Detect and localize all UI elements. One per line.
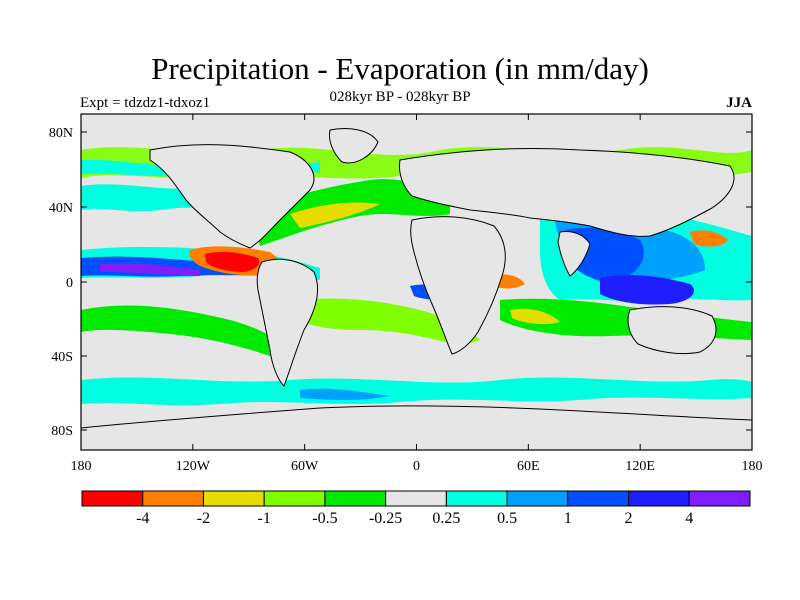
landmass-india [557,231,591,277]
colorbar-swatch [385,490,447,507]
landmass-north-america [149,144,315,249]
landmass-africa [410,216,506,355]
colorbar-swatch [202,490,265,507]
experiment-label: Expt = tdzdz1-tdxoz1 [80,95,211,111]
colorbar-label: 4 [685,510,693,527]
lat-tick-label: 0 [66,276,73,291]
longitude-axis: 180 120W 60W 0 60E 120E 180 [71,114,763,474]
colorbar-swatch [628,490,690,507]
landmass-eurasia [399,147,735,237]
colorbar-swatch [506,490,569,507]
colorbar-swatch [688,490,751,507]
field-central-america-red [205,251,260,272]
lat-tick-label: 80N [49,126,73,141]
colorbar-swatch [445,490,508,507]
field-southern-blue [300,388,390,400]
lat-tick-label: 40N [49,201,73,216]
field-itcz-purple [100,263,200,276]
lon-tick-label: 120E [625,459,655,474]
landmass-antarctica [81,405,752,450]
colorbar-swatch [324,490,387,507]
chart-title: Precipitation - Evaporation (in mm/day) [151,51,649,86]
lon-tick-label: 180 [742,459,763,474]
landmass-greenland [329,128,379,164]
colorbar: -4 -2 -1 -0.5 -0.25 0.25 0.5 1 2 4 [81,490,751,527]
field-south-pacific-green [81,305,290,356]
lon-tick-label: 60E [517,459,540,474]
lon-tick-label: 180 [71,459,92,474]
season-label: JJA [726,95,752,111]
colorbar-label: -4 [136,510,149,527]
colorbar-label: -0.5 [312,510,337,527]
lat-tick-label: 80S [51,424,73,439]
chart-subtitle: 028kyr BP - 028kyr BP [329,89,471,105]
colorbar-swatch [263,490,326,507]
field-south-atlantic-green [300,298,480,346]
field-west-pacific-orange [690,230,728,247]
landmass-australia [627,306,717,355]
field-southern-cyan [81,377,752,406]
colorbar-label: 0.5 [497,510,517,527]
colorbar-swatch [142,490,204,507]
field-maritime-purple [600,275,694,305]
lat-tick-label: 40S [51,350,73,365]
lon-tick-label: 60W [291,459,319,474]
field-indian-south-yellow [510,308,560,325]
colorbar-label: -1 [258,510,271,527]
colorbar-label: -0.25 [369,510,402,527]
colorbar-label: 1 [564,510,572,527]
landmass-south-america [256,258,319,387]
colorbar-label: 0.25 [432,510,460,527]
field-north-atlantic-yellow [290,202,380,228]
colorbar-label: -2 [197,510,210,527]
colorbar-swatch [81,490,144,507]
latitude-axis: 80N 40N 0 40S 80S [49,126,752,439]
colorbar-swatch [567,490,630,507]
landmass-group [81,128,752,450]
lon-tick-label: 120W [176,459,211,474]
lon-tick-label: 0 [413,459,420,474]
colorbar-label: 2 [625,510,633,527]
